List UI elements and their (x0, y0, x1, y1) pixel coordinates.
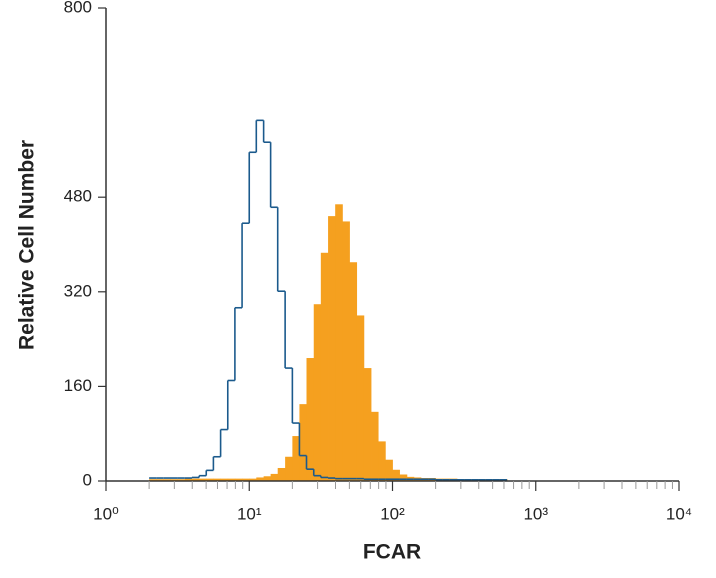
histogram-bar (292, 436, 300, 481)
y-tick-label: 160 (64, 376, 92, 395)
x-tick-label: 10⁴ (666, 504, 692, 523)
histogram-bar (156, 479, 164, 481)
histogram-bar (342, 221, 350, 481)
histogram-bar (184, 478, 193, 481)
histogram-bar (378, 441, 386, 481)
histogram-bar (149, 479, 157, 481)
histogram-bar (385, 459, 393, 481)
plot-area (149, 119, 508, 482)
y-tick-label: 800 (64, 0, 92, 16)
y-tick-label: 480 (64, 187, 92, 206)
histogram-bar (270, 473, 279, 481)
histogram-bar (263, 476, 272, 481)
histogram-bar (242, 478, 250, 481)
histogram-bar (213, 478, 222, 481)
histogram-bar (371, 411, 379, 481)
histogram-bar (199, 478, 207, 481)
histogram-bar (277, 467, 286, 481)
histogram-bar (220, 478, 229, 481)
histogram-bar (177, 479, 186, 481)
histogram-bar (206, 478, 214, 481)
y-axis-title: Relative Cell Number (16, 140, 39, 350)
histogram-bar (163, 479, 171, 481)
histogram-bar (320, 252, 329, 481)
histogram-bar (399, 474, 408, 481)
histogram-bar (170, 479, 178, 481)
histogram-bar (356, 315, 365, 481)
histogram-bar (363, 368, 372, 481)
histogram-bar (392, 469, 400, 481)
histogram-bar (227, 478, 236, 481)
x-tick-label: 10¹ (237, 504, 262, 523)
histogram-bar (306, 358, 315, 481)
x-tick-label: 10⁰ (93, 504, 119, 523)
histogram-bar (256, 477, 265, 481)
histogram-bar (299, 404, 307, 481)
x-tick-label: 10³ (523, 504, 548, 523)
histogram-bar (313, 304, 322, 481)
histogram-bar (349, 262, 358, 481)
histogram-bar (234, 478, 243, 481)
histogram-bar (328, 216, 336, 481)
x-axis-title: FCAR (363, 541, 421, 564)
histogram-bar (249, 478, 257, 481)
histogram-bar (191, 478, 200, 481)
x-tick-label: 10² (380, 504, 405, 523)
histogram-bar (285, 456, 293, 481)
y-tick-label: 0 (83, 470, 92, 489)
histogram-bar (335, 204, 343, 482)
y-tick-label: 320 (64, 281, 92, 300)
